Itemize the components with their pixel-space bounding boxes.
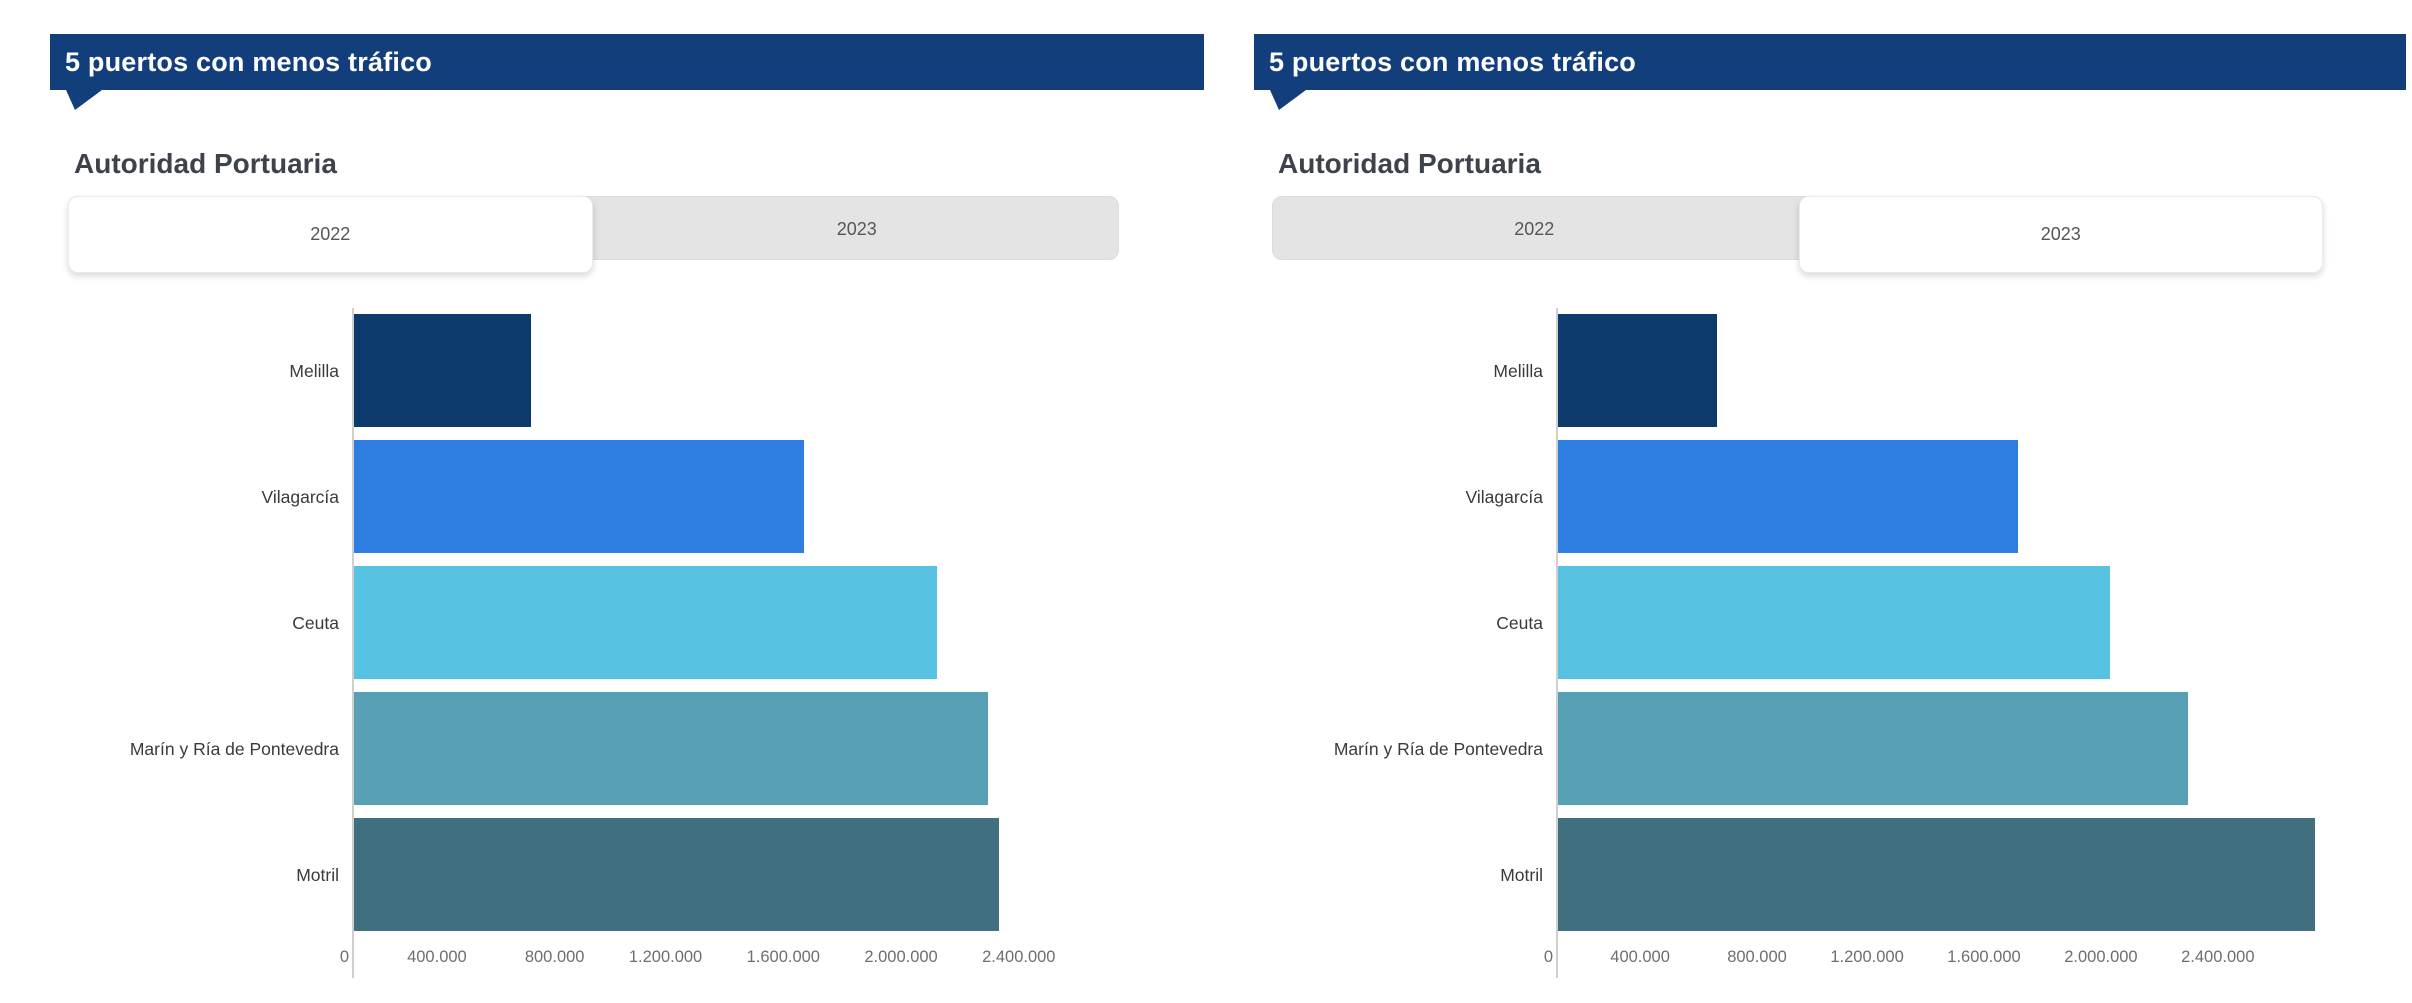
panel-header: 5 puertos con menos tráfico [1254,34,2406,90]
bar-row: Marín y Ría de Pontevedra [50,686,1204,812]
bar-row: Vilagarcía [1254,434,2406,560]
tab-2023[interactable]: 2023 [836,218,877,239]
panel-header: 5 puertos con menos tráfico [50,34,1204,90]
category-label: Melilla [1493,360,1543,381]
plot-area [1556,686,2318,812]
chart-subtitle: Autoridad Portuaria [1278,148,1541,179]
axis-track: 0 400.000 800.000 1.200.000 1.600.000 2.000.0… [1544,938,2318,978]
x-tick-label: 1.200.000 [628,948,703,966]
x-tick-label: 800.000 [1727,948,1787,966]
category-label: Ceuta [1496,612,1543,633]
category-label: Marín y Ría de Pontevedra [1333,738,1543,759]
category-label: Melilla [289,360,339,381]
chart-subtitle: Autoridad Portuaria [74,148,337,179]
header-tail-pointer [66,90,102,110]
x-tick-label: 400.000 [407,948,467,966]
category-label: Motril [296,864,339,885]
plot-area [352,560,1034,686]
category-label: Vilagarcía [261,486,339,507]
category-label: Motril [1500,864,1543,885]
bar-chart-2022: Melilla Vilagarcía Ceuta Marín y Ría de Pon… [50,308,1204,978]
category-label: Ceuta [292,612,339,633]
x-tick-label: 0 [1543,948,1553,966]
bar-ceuta[interactable] [1558,566,2111,679]
panel-2022: 5 puertos con menos tráfico Autoridad Po… [50,34,1204,978]
bar-row: Vilagarcía [50,434,1204,560]
x-tick-label: 800.000 [524,948,585,966]
bar-row: Marín y Ría de Pontevedra [1254,686,2406,812]
bar-row: Ceuta [50,560,1204,686]
bar-vilagarcia[interactable] [354,440,805,553]
bar-melilla[interactable] [354,314,531,427]
tab-2022[interactable]: 2022 [68,196,593,273]
plot-area [352,812,1034,938]
plot-area [352,308,1034,434]
panel-2023: 5 puertos con menos tráfico Autoridad Po… [1254,34,2406,978]
dashboard: 5 puertos con menos tráfico Autoridad Po… [50,34,2406,978]
x-tick-label: 1.200.000 [1830,948,1904,966]
axis-track: 0 400.000 800.000 1.200.000 1.600.000 2.000.0… [340,938,1055,978]
x-tick-label: 400.000 [1610,948,1670,966]
bar-row: Motril [50,812,1204,938]
bar-motril[interactable] [354,818,999,931]
plot-area [352,434,1034,560]
bar-row: Ceuta [1254,560,2406,686]
bar-row: Melilla [1254,308,2406,434]
plot-area [1556,560,2318,686]
tab-2023[interactable]: 2023 [1798,196,2323,273]
plot-area [352,686,1034,812]
bar-row: Motril [1254,812,2406,938]
bar-melilla[interactable] [1558,314,1718,427]
plot-area [1556,812,2318,938]
panel-header-title: 5 puertos con menos tráfico [65,46,432,77]
panel-header-title: 5 puertos con menos tráfico [1269,46,1636,77]
year-tab-group: 2022 2023 [68,196,1119,273]
tab-2022[interactable]: 2022 [1514,218,1555,239]
x-axis: 0 400.000 800.000 1.200.000 1.600.000 2.000.0… [50,938,1204,978]
bar-motril[interactable] [1558,818,2316,931]
bar-marin-y-ria-de-pontevedra[interactable] [354,692,989,805]
x-tick-label: 1.600.000 [1947,948,2021,966]
x-axis: 0 400.000 800.000 1.200.000 1.600.000 2.000.0… [1254,938,2406,978]
x-tick-label: 1.600.000 [746,948,820,966]
header-tail-pointer [1270,90,1306,110]
bar-marin-y-ria-de-pontevedra[interactable] [1558,692,2188,805]
plot-area [1556,308,2318,434]
bar-vilagarcia[interactable] [1558,440,2019,553]
x-tick-label: 2.000.000 [2064,948,2138,966]
category-label: Marín y Ría de Pontevedra [129,738,339,759]
year-tab-group: 2022 2023 [1272,196,2323,273]
axis-spacer [1254,938,1556,978]
x-tick-label: 2.000.000 [864,948,938,966]
axis-spacer [50,938,352,978]
bar-ceuta[interactable] [354,566,937,679]
bar-row: Melilla [50,308,1204,434]
bar-chart-2023: Melilla Vilagarcía Ceuta Marín y Ría de Pon… [1254,308,2406,978]
x-tick-label: 0 [339,948,349,966]
x-tick-label: 2.400.000 [2181,948,2255,966]
x-tick-label: 2.400.000 [982,948,1056,966]
plot-area [1556,434,2318,560]
category-label: Vilagarcía [1465,486,1543,507]
